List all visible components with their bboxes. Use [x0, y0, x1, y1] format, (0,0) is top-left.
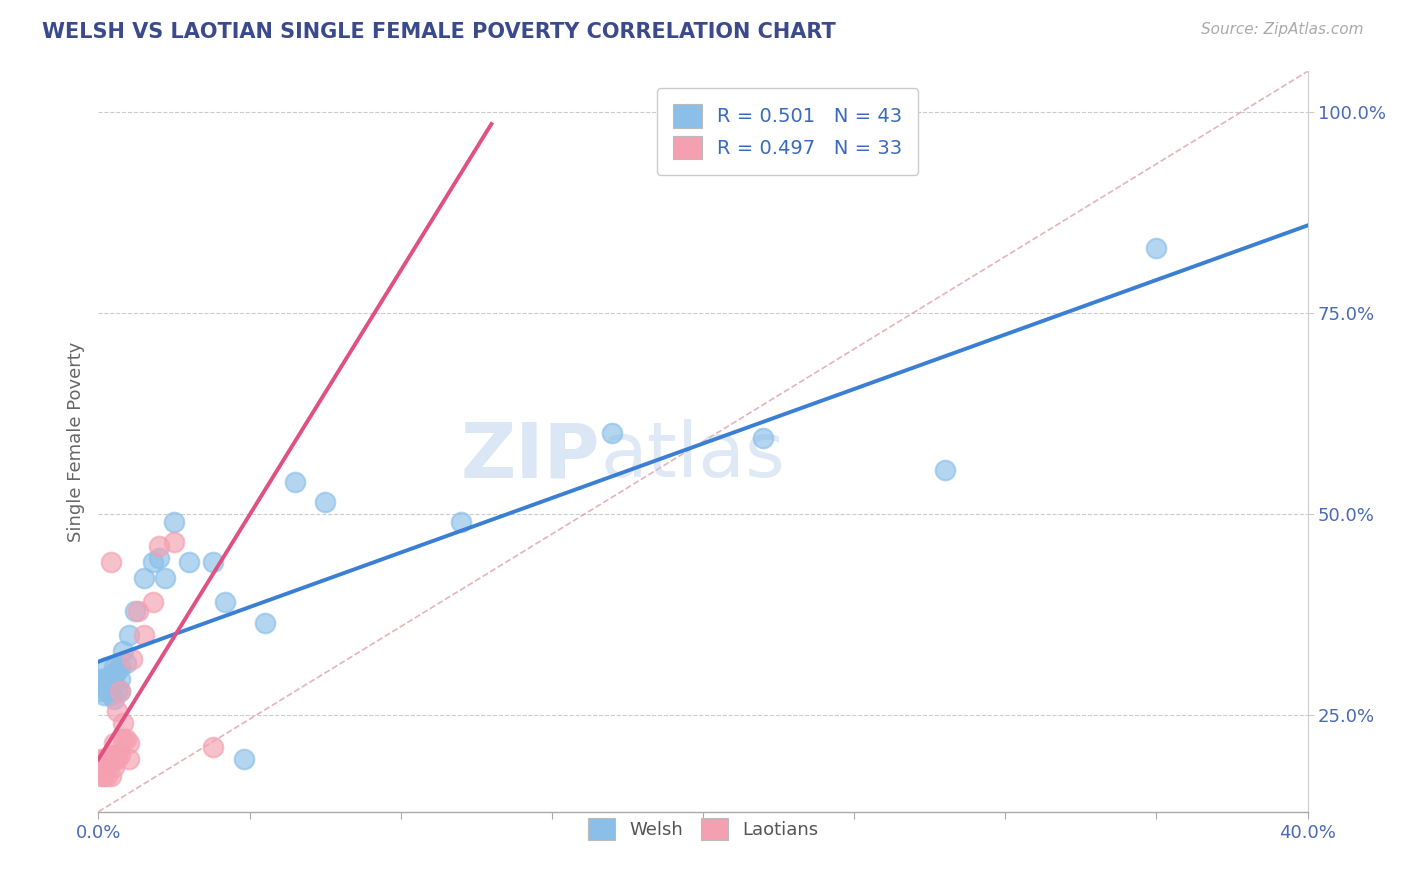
Point — [284, 475, 307, 489]
Point — [93, 764, 115, 779]
Point — [163, 515, 186, 529]
Point — [90, 752, 112, 766]
Point — [105, 752, 128, 766]
Point — [142, 595, 165, 609]
Point — [114, 732, 136, 747]
Point — [100, 680, 122, 694]
Y-axis label: Single Female Poverty: Single Female Poverty — [66, 342, 84, 541]
Point — [96, 752, 118, 766]
Point — [752, 430, 775, 444]
Point — [202, 740, 225, 755]
Point — [253, 615, 276, 630]
Point — [96, 768, 118, 782]
Point — [96, 672, 118, 686]
Point — [132, 628, 155, 642]
Point — [148, 539, 170, 553]
Point — [93, 680, 115, 694]
Point — [93, 752, 115, 766]
Point — [100, 748, 122, 763]
Point — [93, 672, 115, 686]
Point — [103, 748, 125, 763]
Point — [100, 555, 122, 569]
Point — [103, 676, 125, 690]
Point — [127, 603, 149, 617]
Point — [934, 463, 956, 477]
Point — [153, 571, 176, 585]
Point — [232, 752, 254, 766]
Point — [108, 660, 131, 674]
Point — [96, 660, 118, 674]
Point — [103, 692, 125, 706]
Point — [108, 684, 131, 698]
Point — [100, 668, 122, 682]
Point — [105, 664, 128, 678]
Point — [602, 426, 624, 441]
Legend: Welsh, Laotians: Welsh, Laotians — [581, 811, 825, 847]
Point — [124, 603, 146, 617]
Point — [108, 748, 131, 763]
Point — [105, 684, 128, 698]
Point — [105, 748, 128, 763]
Point — [142, 555, 165, 569]
Point — [93, 768, 115, 782]
Point — [450, 515, 472, 529]
Point — [163, 535, 186, 549]
Point — [100, 688, 122, 702]
Point — [179, 555, 201, 569]
Text: ZIP: ZIP — [461, 419, 600, 493]
Point — [111, 644, 134, 658]
Point — [121, 652, 143, 666]
Point — [111, 732, 134, 747]
Point — [148, 551, 170, 566]
Point — [202, 555, 225, 569]
Point — [103, 668, 125, 682]
Point — [108, 672, 131, 686]
Point — [96, 760, 118, 774]
Point — [118, 736, 141, 750]
Point — [108, 684, 131, 698]
Text: WELSH VS LAOTIAN SINGLE FEMALE POVERTY CORRELATION CHART: WELSH VS LAOTIAN SINGLE FEMALE POVERTY C… — [42, 22, 837, 42]
Point — [90, 684, 112, 698]
Point — [103, 660, 125, 674]
Point — [103, 736, 125, 750]
Point — [105, 704, 128, 718]
Text: atlas: atlas — [600, 419, 785, 493]
Point — [132, 571, 155, 585]
Point — [111, 716, 134, 731]
Point — [103, 760, 125, 774]
Point — [90, 680, 112, 694]
Point — [90, 760, 112, 774]
Point — [93, 688, 115, 702]
Point — [100, 768, 122, 782]
Point — [90, 768, 112, 782]
Point — [214, 595, 236, 609]
Point — [90, 672, 112, 686]
Point — [96, 684, 118, 698]
Point — [114, 656, 136, 670]
Point — [314, 495, 336, 509]
Point — [118, 628, 141, 642]
Point — [1144, 241, 1167, 255]
Point — [103, 752, 125, 766]
Text: Source: ZipAtlas.com: Source: ZipAtlas.com — [1201, 22, 1364, 37]
Point — [100, 672, 122, 686]
Point — [118, 752, 141, 766]
